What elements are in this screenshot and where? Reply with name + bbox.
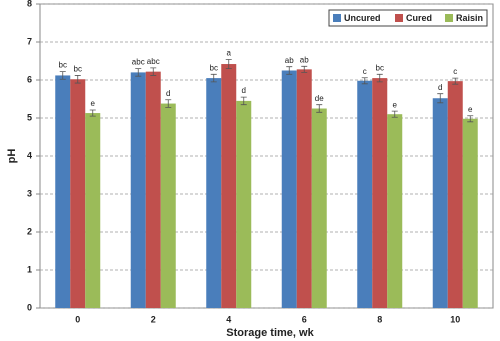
significance-label: d — [438, 83, 442, 92]
significance-label: bc — [376, 63, 384, 72]
bar — [70, 79, 86, 309]
error-bar — [59, 71, 66, 80]
bar — [432, 98, 448, 309]
legend-swatch — [333, 14, 341, 22]
legend-swatch — [445, 14, 453, 22]
significance-label: de — [315, 94, 324, 103]
error-bar — [286, 66, 293, 75]
error-bar — [301, 65, 308, 73]
x-tick-label: 8 — [377, 314, 382, 324]
error-bar — [452, 77, 459, 85]
error-bar — [240, 96, 247, 106]
significance-label: e — [91, 99, 96, 108]
significance-label: bc — [74, 65, 82, 74]
y-tick-label: 5 — [27, 112, 32, 122]
error-bar — [467, 115, 474, 123]
x-tick-label: 10 — [450, 314, 460, 324]
significance-label: abc — [147, 57, 160, 66]
significance-label: d — [242, 86, 246, 95]
bar — [372, 78, 388, 308]
significance-label: e — [468, 105, 473, 114]
error-bar — [437, 93, 444, 104]
y-tick-label: 0 — [27, 302, 32, 312]
error-bar — [376, 73, 383, 83]
bar — [447, 81, 463, 308]
significance-label: abc — [132, 58, 145, 67]
error-bar — [150, 67, 157, 76]
bar — [387, 114, 403, 308]
y-tick-label: 1 — [27, 264, 32, 274]
y-tick-label: 4 — [27, 150, 32, 160]
significance-label: c — [453, 67, 457, 76]
bar — [55, 75, 71, 308]
y-axis-title: pH — [6, 149, 18, 164]
x-tick-label: 6 — [302, 314, 307, 324]
bar — [221, 64, 237, 308]
y-tick-label: 6 — [27, 74, 32, 84]
bar — [236, 100, 252, 309]
y-tick-label: 7 — [27, 36, 32, 46]
significance-label: ab — [285, 56, 294, 65]
y-tick-label: 2 — [27, 226, 32, 236]
error-bar — [210, 73, 217, 83]
x-tick-label: 2 — [151, 314, 156, 324]
significance-label: bc — [59, 61, 67, 70]
error-bar — [165, 99, 172, 108]
bar — [145, 71, 161, 308]
legend-swatch — [395, 14, 403, 22]
bar — [296, 69, 312, 308]
bar — [281, 70, 297, 308]
significance-label: bc — [210, 63, 218, 72]
bar — [160, 103, 176, 308]
legend-label: Uncured — [344, 13, 381, 23]
significance-label: c — [363, 67, 367, 76]
bar — [462, 118, 478, 308]
error-bar — [89, 109, 96, 117]
bar — [357, 80, 373, 308]
bar — [85, 113, 101, 308]
legend-label: Raisin — [456, 13, 483, 23]
x-tick-label: 0 — [75, 314, 80, 324]
error-bar — [74, 75, 81, 84]
y-tick-label: 3 — [27, 188, 32, 198]
significance-label: e — [393, 100, 398, 109]
bar — [311, 108, 327, 308]
x-axis-title: Storage time, wk — [226, 327, 314, 339]
error-bar — [225, 59, 232, 69]
legend-label: Cured — [406, 13, 432, 23]
error-bar — [316, 104, 323, 113]
error-bar — [135, 68, 142, 77]
significance-label: ab — [300, 55, 309, 64]
error-bar — [361, 77, 368, 85]
bar — [206, 78, 222, 308]
bar — [130, 72, 146, 309]
significance-label: d — [166, 89, 170, 98]
y-tick-label: 8 — [27, 0, 32, 8]
error-bar — [391, 110, 398, 118]
x-tick-label: 4 — [226, 314, 231, 324]
significance-label: a — [227, 49, 232, 58]
